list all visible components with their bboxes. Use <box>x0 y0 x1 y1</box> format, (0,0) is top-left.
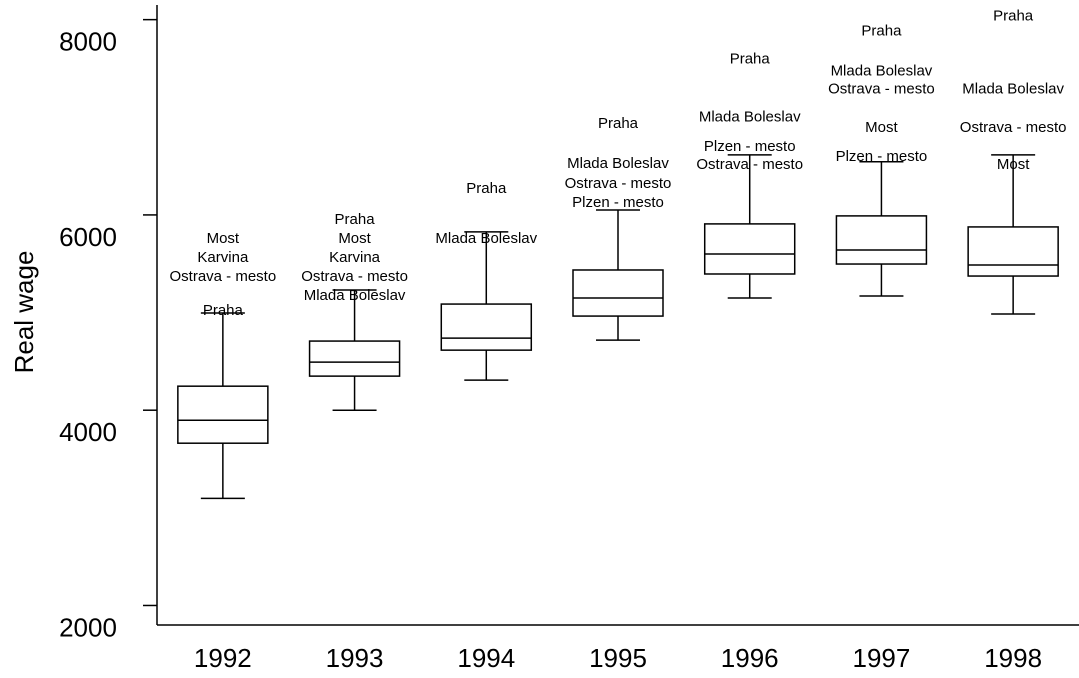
box <box>835 215 928 265</box>
outlier-label: Ostrava - mesto <box>696 156 803 173</box>
outlier-label: Most <box>865 119 898 136</box>
outlier-label: Ostrava - mesto <box>170 268 277 285</box>
y-tick-label: 2000 <box>59 612 117 642</box>
outlier-label: Plzen - mesto <box>836 148 928 165</box>
x-tick-label: 1995 <box>589 643 647 673</box>
outlier-label: Mlada Boleslav <box>304 287 406 304</box>
x-tick-label: 1997 <box>853 643 911 673</box>
box <box>177 385 269 444</box>
y-axis-label: Real wage <box>9 251 39 374</box>
outlier-label: Praha <box>335 211 376 228</box>
box <box>967 226 1059 277</box>
y-tick-label: 4000 <box>59 417 117 447</box>
outlier-label: Ostrava - mesto <box>301 268 408 285</box>
outlier-label: Mlada Boleslav <box>435 230 537 247</box>
outlier-label: Most <box>997 156 1030 173</box>
outlier-label: Mlada Boleslav <box>962 81 1064 98</box>
outlier-label: Praha <box>861 23 902 40</box>
box <box>572 269 664 317</box>
outlier-label: Praha <box>203 302 244 319</box>
outlier-label: Praha <box>466 180 507 197</box>
box <box>440 303 533 351</box>
x-tick-label: 1992 <box>194 643 252 673</box>
outlier-label: Praha <box>598 115 639 132</box>
outlier-label: Praha <box>730 51 771 68</box>
outlier-label: Most <box>207 230 240 247</box>
outlier-label: Mlada Boleslav <box>567 155 669 172</box>
box <box>308 340 401 377</box>
outlier-label: Karvina <box>197 249 249 266</box>
outlier-label: Most <box>338 230 371 247</box>
outlier-label: Plzen - mesto <box>704 138 796 155</box>
outlier-label: Plzen - mesto <box>572 194 664 211</box>
y-tick-label: 8000 <box>59 27 117 57</box>
x-tick-label: 1994 <box>457 643 515 673</box>
outlier-label: Ostrava - mesto <box>828 81 935 98</box>
box <box>703 223 796 275</box>
outlier-label: Mlada Boleslav <box>831 63 933 80</box>
x-tick-label: 1998 <box>984 643 1042 673</box>
outlier-label: Mlada Boleslav <box>699 109 801 126</box>
outlier-label: Praha <box>993 8 1034 25</box>
x-tick-label: 1993 <box>326 643 384 673</box>
x-tick-label: 1996 <box>721 643 779 673</box>
outlier-label: Ostrava - mesto <box>565 175 672 192</box>
outlier-label: Ostrava - mesto <box>960 119 1067 136</box>
y-tick-label: 6000 <box>59 222 117 252</box>
outlier-label: Karvina <box>329 249 381 266</box>
